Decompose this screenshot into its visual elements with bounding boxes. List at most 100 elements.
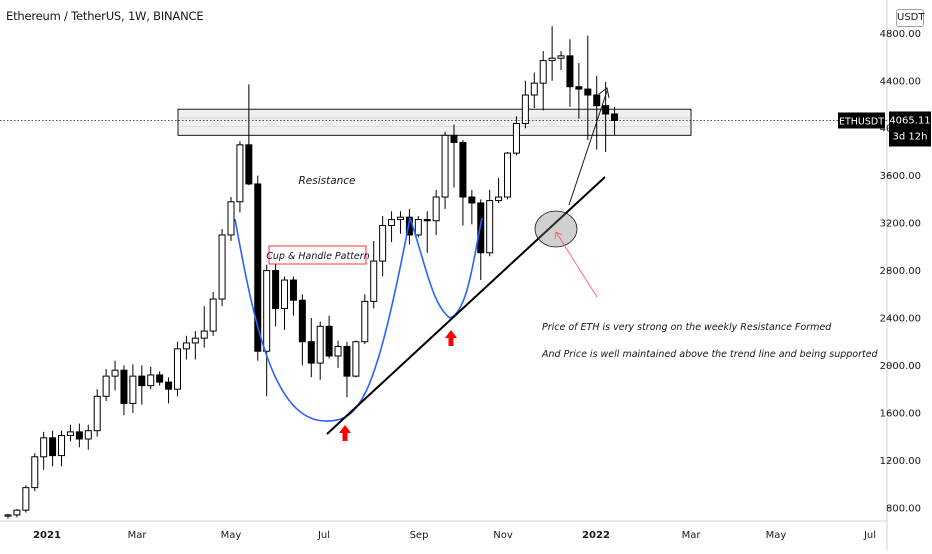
symbol-tag-label: ETHUSDT [839,116,884,127]
candle [120,365,128,416]
candle [111,360,119,391]
candle-body-up [40,437,48,458]
candle-body-up [4,514,12,517]
time-tick-label: Sep [410,530,429,541]
candle [352,340,360,378]
candle [272,258,280,327]
candle-body-up [370,260,378,302]
candle [370,240,378,309]
candle [173,341,181,397]
candle-body-up [173,348,181,390]
drawing-overlays: Resistance Cup & Handle Pattern Price of E… [0,87,887,441]
candle [245,84,253,186]
time-axis: 2021 Mar May Jul Sep Nov 2022 Mar May Jul [33,530,876,541]
candle [84,424,92,450]
price-tag-value: 4065.11 [889,115,930,126]
candle [307,318,315,378]
price-tick-label: 1600.00 [880,408,921,419]
symbol-tag [838,112,885,129]
candle [281,276,289,330]
currency-button[interactable]: USDT [896,9,924,27]
resistance-zone-rect [177,108,692,136]
candle-body-up [352,341,360,377]
candle-body-down [75,431,83,440]
candle-body-up [147,374,155,387]
arrow-up-icon [445,330,457,346]
candle [486,189,494,257]
candle-body-down [272,270,280,310]
time-tick-label: Nov [493,530,513,541]
candle-body-up [557,55,565,59]
candle [388,211,396,243]
candle [75,423,83,448]
candle [129,364,137,413]
candle-body-up [316,325,324,364]
candle [432,189,440,235]
note-line-2: And Price is well maintained above the t… [541,349,879,360]
candle-body-down [298,299,306,343]
candle [289,276,297,316]
candle-body-up [218,234,226,300]
candle-body-down [138,375,146,387]
candle [325,315,333,359]
candle-body-down [450,134,458,143]
candle-body-down [245,144,253,185]
time-tick-label: Jul [317,530,330,541]
candle [548,26,556,81]
candle [147,366,155,390]
price-tag [889,111,931,147]
candle-body-up [58,434,66,457]
pattern-label-box [268,245,367,265]
time-tick-label: May [221,530,242,541]
time-tick-label: Jul [863,530,876,541]
candle [13,508,21,518]
candle-body-down [611,113,619,121]
candle [450,124,458,188]
trend-line [326,176,606,435]
price-tick-label: 2400.00 [880,314,921,325]
candle-body-down [423,219,431,222]
candle-body-up [521,94,529,124]
price-tick-label: 2000.00 [880,361,921,372]
candle-body-up [182,342,190,350]
candle [575,62,583,119]
candle-body-down [156,374,164,383]
time-tick-label: 2021 [33,530,61,541]
cup-curve [234,217,411,422]
candle-body-down [120,369,128,404]
candle [414,215,422,238]
handle-curve [409,217,483,319]
candle-body-up [548,57,556,62]
candle [209,291,217,336]
candle [227,197,235,241]
candle-body-up [84,430,92,440]
candle [40,431,48,470]
candle-body-down [325,325,333,357]
candle [102,369,110,402]
candle-body-up [361,300,369,343]
candle [379,215,387,277]
time-tick-label: Mar [682,530,702,541]
candle-body-down [459,141,467,198]
pointer-arrow-line [555,231,598,298]
candle [566,39,574,107]
candle [584,35,592,141]
candle [495,178,503,203]
candle [138,365,146,405]
candle-body-up [66,431,74,436]
resistance-label: Resistance [298,175,355,187]
candle-body-down [593,94,601,107]
price-tick-label: 800.00 [886,503,921,514]
pattern-label: Cup & Handle Pattern [266,251,369,262]
candle-body-up [93,395,101,432]
price-tick-label: 4800.00 [880,29,921,40]
candle [254,175,262,361]
candle [182,335,190,360]
candle-body-down [566,55,574,88]
candle-body-down [575,86,583,90]
candle-body-down [307,341,315,364]
candle [530,72,538,109]
candle-body-up [102,375,110,397]
